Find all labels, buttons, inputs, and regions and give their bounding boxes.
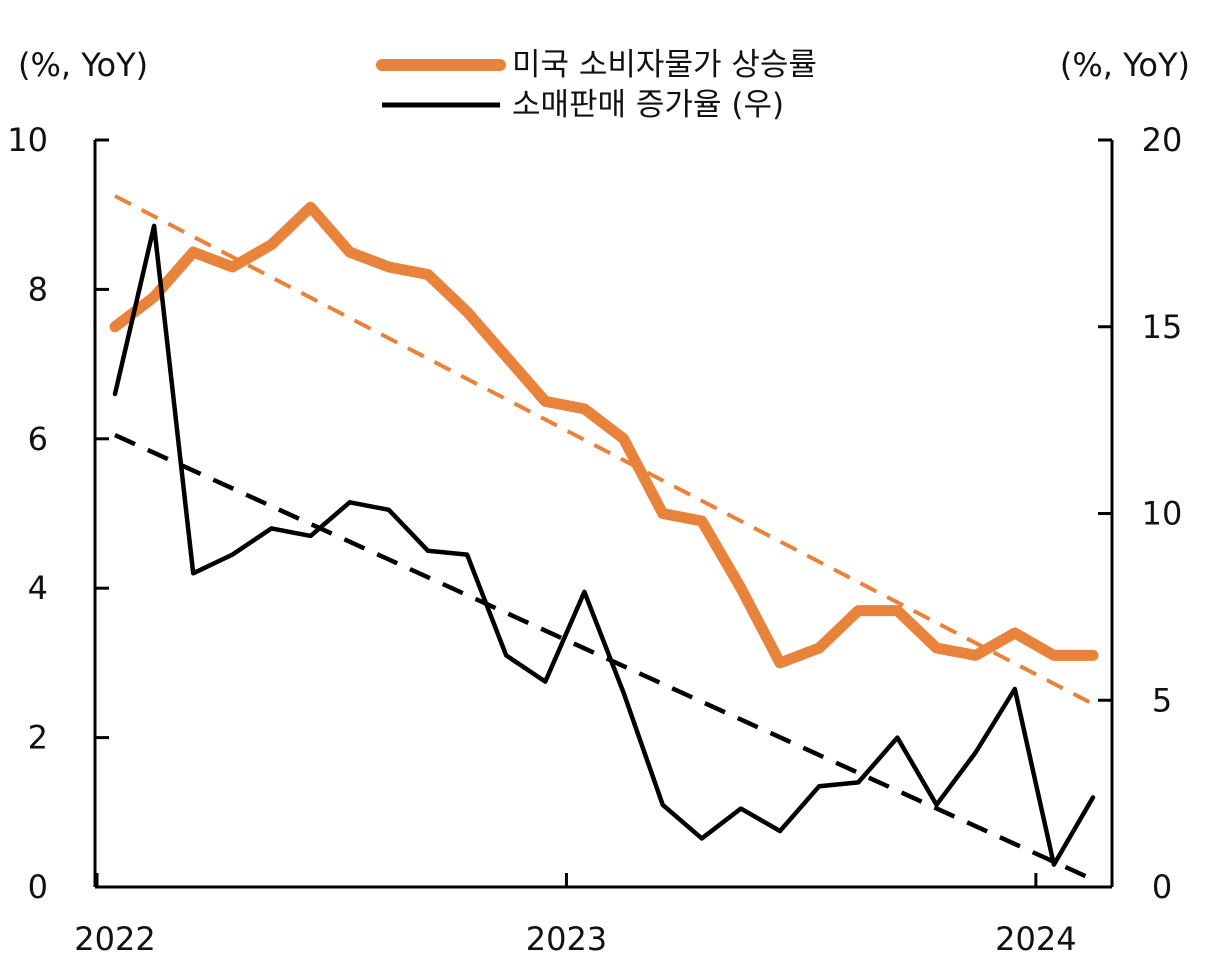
x-tick-label: 2022	[74, 920, 155, 958]
legend: 미국 소비자물가 상승률 소매판매 증가율 (우)	[376, 47, 817, 123]
trendlines	[114, 194, 1094, 882]
x-tick-label: 2024	[995, 920, 1076, 958]
right-y-tick-label: 10	[1142, 495, 1183, 533]
series-line-cpi	[109, 201, 1099, 669]
left-y-tick-label: 10	[7, 121, 48, 159]
right-y-tick-label: 0	[1152, 868, 1172, 906]
series-line-retail	[112, 223, 1096, 867]
axes: 0 2 4 6 8 10 0 5 10 15 20 2022 2023 2024	[7, 121, 1182, 958]
trendline-cpi	[114, 194, 1094, 706]
legend-label-cpi: 미국 소비자물가 상승률	[512, 47, 817, 83]
left-y-tick-label: 0	[28, 868, 48, 906]
left-y-tick-label: 2	[28, 719, 48, 757]
legend-label-retail: 소매판매 증가율 (우)	[512, 87, 784, 123]
x-tick-label: 2023	[526, 920, 607, 958]
right-axis-unit-label: (%, YoY)	[1060, 46, 1190, 84]
right-y-tick-label: 15	[1142, 308, 1183, 346]
left-axis-unit-label: (%, YoY)	[18, 46, 148, 84]
right-y-tick-label: 20	[1142, 121, 1183, 159]
series-lines	[109, 201, 1099, 867]
left-y-tick-label: 4	[28, 569, 48, 607]
trendline-retail	[114, 433, 1094, 882]
left-y-tick-label: 8	[28, 270, 48, 308]
right-y-tick-label: 5	[1152, 681, 1172, 719]
left-y-tick-label: 6	[28, 420, 48, 458]
